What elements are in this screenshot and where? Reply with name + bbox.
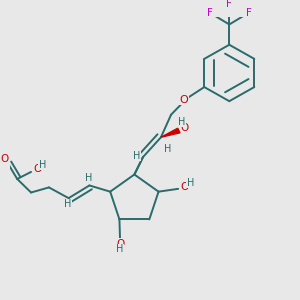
Text: F: F	[226, 0, 232, 9]
Text: H: H	[164, 144, 171, 154]
Text: H: H	[178, 117, 185, 127]
Text: O: O	[180, 182, 189, 192]
Text: H: H	[85, 173, 92, 183]
Text: O: O	[0, 154, 9, 164]
Text: H: H	[133, 151, 140, 160]
Text: F: F	[246, 8, 252, 18]
Text: H: H	[187, 178, 194, 188]
Text: F: F	[207, 8, 213, 18]
Text: O: O	[180, 95, 188, 105]
Text: H: H	[116, 244, 124, 254]
Text: O: O	[33, 164, 41, 174]
Text: H: H	[39, 160, 46, 170]
Polygon shape	[161, 128, 180, 137]
Text: O: O	[116, 239, 124, 249]
Text: O: O	[181, 123, 189, 133]
Text: H: H	[64, 199, 71, 209]
